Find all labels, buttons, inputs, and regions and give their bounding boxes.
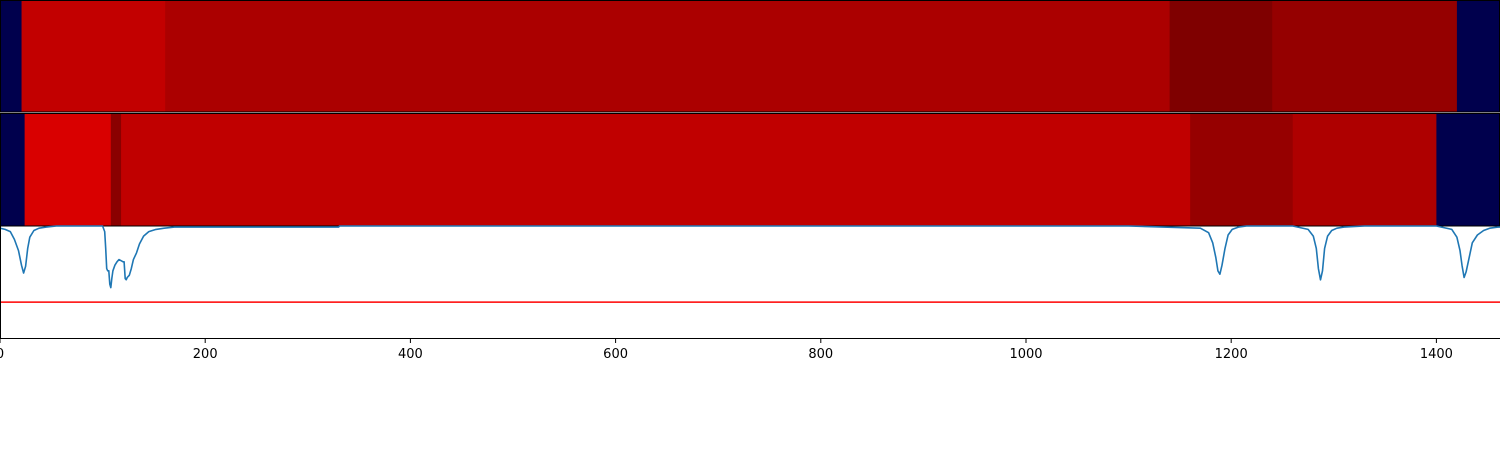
heatmap-top xyxy=(0,0,1500,113)
x-tick-label-3: 600 xyxy=(603,347,628,362)
heatmap-middle-cell-5 xyxy=(1292,114,1437,226)
x-tick-label-6: 1200 xyxy=(1215,347,1248,362)
heatmap-middle-cell-4 xyxy=(1190,114,1294,226)
heatmap-top-cell-4 xyxy=(1272,1,1458,112)
heatmap-top-cell-0 xyxy=(0,1,23,112)
heatmap-middle-cell-3 xyxy=(121,114,1191,226)
line-plot xyxy=(0,225,1500,338)
heatmap-middle-cell-0 xyxy=(0,114,26,226)
heatmap-middle-cell-2 xyxy=(110,114,122,226)
x-tick-label-7: 1400 xyxy=(1420,347,1453,362)
heatmap-top-cell-3 xyxy=(1169,1,1273,112)
heatmap-middle-cell-1 xyxy=(24,114,112,226)
heatmap-middle xyxy=(0,113,1500,227)
heatmap-top-cell-5 xyxy=(1456,1,1500,112)
x-axis: 0 200 400 600 800 1000 1200 1400 xyxy=(0,338,1500,362)
heatmap-middle-cell-6 xyxy=(1436,114,1500,226)
x-tick-label-4: 800 xyxy=(808,347,833,362)
series-line-0 xyxy=(0,225,1500,289)
x-tick-label-1: 200 xyxy=(193,347,218,362)
heatmap-top-cell-2 xyxy=(165,1,1171,112)
x-tick-label-5: 1000 xyxy=(1009,347,1042,362)
x-tick-label-2: 400 xyxy=(398,347,423,362)
x-tick-label-0: 0 xyxy=(0,347,4,362)
heatmap-top-cell-1 xyxy=(21,1,166,112)
